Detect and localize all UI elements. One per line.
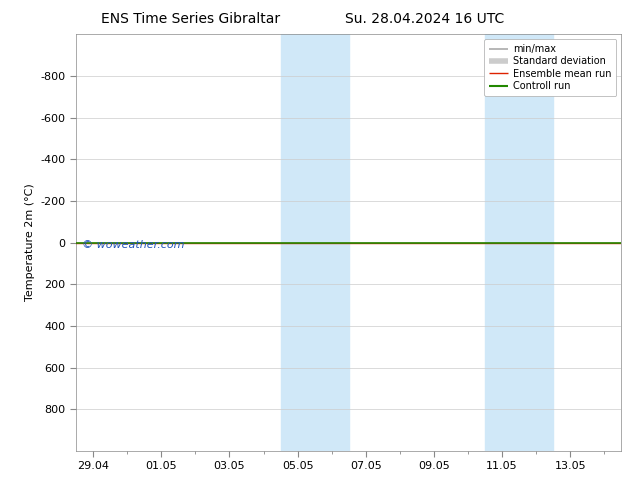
Text: Su. 28.04.2024 16 UTC: Su. 28.04.2024 16 UTC bbox=[345, 12, 505, 26]
Text: © woweather.com: © woweather.com bbox=[82, 241, 184, 250]
Bar bbox=[485, 34, 553, 451]
Legend: min/max, Standard deviation, Ensemble mean run, Controll run: min/max, Standard deviation, Ensemble me… bbox=[484, 39, 616, 96]
Text: ENS Time Series Gibraltar: ENS Time Series Gibraltar bbox=[101, 12, 280, 26]
Y-axis label: Temperature 2m (°C): Temperature 2m (°C) bbox=[25, 184, 35, 301]
Bar bbox=[280, 34, 349, 451]
